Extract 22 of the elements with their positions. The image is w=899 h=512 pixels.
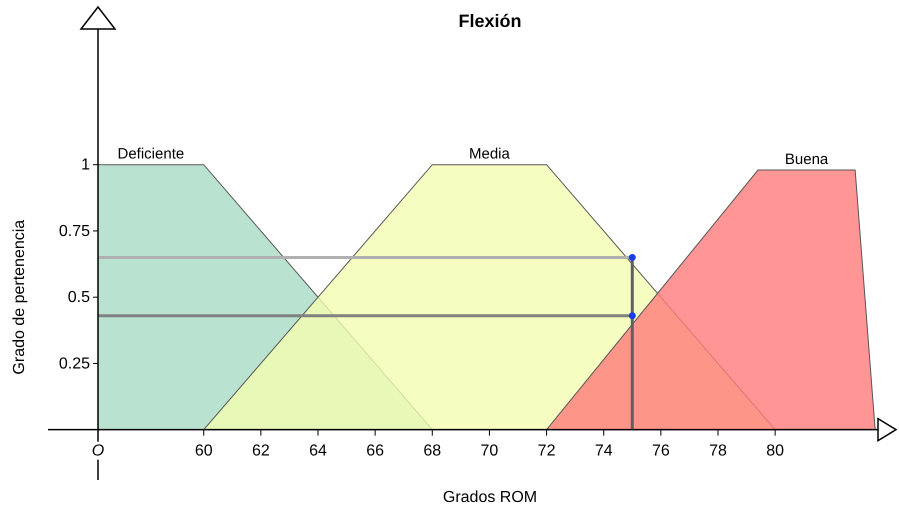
chart-title: Flexión: [458, 11, 522, 31]
x-tick-label: 66: [366, 442, 384, 460]
x-tick-label: 68: [423, 442, 442, 460]
y-tick-label: 1: [81, 156, 90, 174]
series-label: Buena: [784, 151, 829, 168]
x-tick-label: 62: [252, 442, 270, 460]
series-label: Deficiente: [118, 146, 184, 163]
x-tick-label: 78: [709, 442, 727, 460]
series-label: Media: [469, 146, 511, 163]
x-tick-label: 60: [194, 442, 213, 460]
y-axis-title: Grado de pertenencia: [11, 220, 28, 375]
x-axis-title: Grados ROM: [442, 489, 538, 506]
x-tick-label: 64: [309, 442, 327, 460]
x-tick-label: 72: [538, 442, 556, 460]
x-tick-label: 74: [594, 442, 613, 460]
x-tick-label: O: [92, 442, 104, 460]
y-tick-label: 0.25: [58, 355, 90, 372]
x-tick-label: 80: [766, 442, 784, 460]
x-tick-label: 76: [652, 442, 670, 460]
x-tick-label: 70: [480, 442, 498, 460]
y-tick-label: 0.5: [68, 289, 90, 306]
y-tick-label: 0.75: [58, 222, 90, 240]
